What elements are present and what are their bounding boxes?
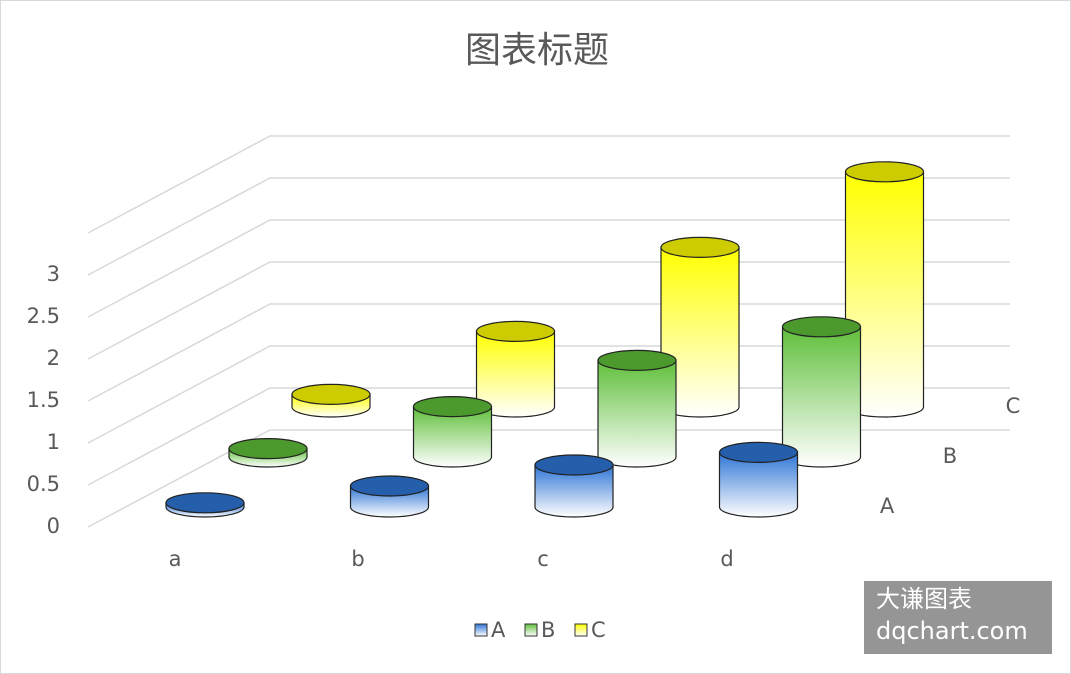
cylinder	[597, 349, 677, 468]
cylinder-body	[597, 359, 677, 468]
cylinder	[349, 475, 430, 518]
legend-label: A	[491, 618, 506, 642]
cylinder	[781, 316, 862, 468]
x-tick-label: d	[720, 547, 733, 571]
legend-swatch	[574, 623, 588, 637]
cylinder	[475, 320, 556, 418]
plot-frame	[87, 135, 1010, 234]
cylinder-top	[165, 492, 245, 514]
cylinder-body	[781, 326, 862, 468]
chart-title: 图表标题	[465, 30, 609, 71]
cylinder	[660, 236, 740, 418]
cylinder	[534, 454, 614, 518]
legend-swatch	[524, 623, 538, 637]
cylinder-top	[660, 236, 740, 258]
series-label: A	[880, 494, 895, 518]
grid: 0 0.5 1 1.5 2 2.5 3 a b c d A B C	[27, 135, 1021, 571]
legend: A B C	[474, 618, 606, 642]
cylinder-top	[597, 349, 677, 371]
watermark: 大谦图表	[876, 585, 972, 613]
cylinder-top	[534, 454, 614, 476]
legend-label: C	[591, 618, 606, 642]
cylinder	[228, 438, 308, 468]
cylinder-top	[228, 438, 308, 460]
cylinder	[718, 441, 799, 518]
cylinder-top	[475, 320, 556, 342]
cylinder-top	[844, 161, 925, 183]
y-tick-label: 1.5	[27, 388, 60, 412]
y-tick-label: 0.5	[27, 472, 60, 496]
cylinder-body	[412, 406, 493, 468]
grid-line	[87, 345, 1010, 444]
watermark: dqchart.com	[876, 617, 1028, 645]
watermark-box	[864, 581, 1052, 654]
plot	[165, 161, 925, 518]
cylinder	[291, 383, 371, 418]
x-tick-label: a	[169, 547, 182, 571]
series-label: B	[943, 444, 957, 468]
cylinder-top	[718, 441, 799, 463]
y-tick-label: 2	[47, 346, 60, 370]
cylinder	[165, 492, 245, 518]
grid-line	[87, 261, 1010, 360]
cylinder-top	[349, 475, 430, 497]
x-tick-label: c	[537, 547, 549, 571]
cylinder	[844, 161, 925, 418]
grid-line	[87, 387, 1010, 486]
cylinder	[412, 396, 493, 468]
y-tick-label: 3	[47, 262, 60, 286]
grid-line	[87, 219, 1010, 318]
legend-swatch	[474, 623, 488, 637]
cylinder-top	[291, 383, 371, 405]
cylinder-top	[412, 396, 493, 418]
series-label: C	[1006, 394, 1021, 418]
legend-label: B	[541, 618, 555, 642]
y-tick-label: 2.5	[27, 304, 60, 328]
cylinder-top	[781, 316, 862, 338]
cylinder-body	[534, 464, 614, 518]
cylinder-body	[718, 451, 799, 518]
grid-line	[87, 303, 1010, 402]
y-tick-label: 1	[47, 430, 60, 454]
grid-line	[87, 429, 1010, 528]
x-tick-label: b	[351, 547, 364, 571]
grid-line	[87, 177, 1010, 276]
y-tick-label: 0	[47, 514, 60, 538]
